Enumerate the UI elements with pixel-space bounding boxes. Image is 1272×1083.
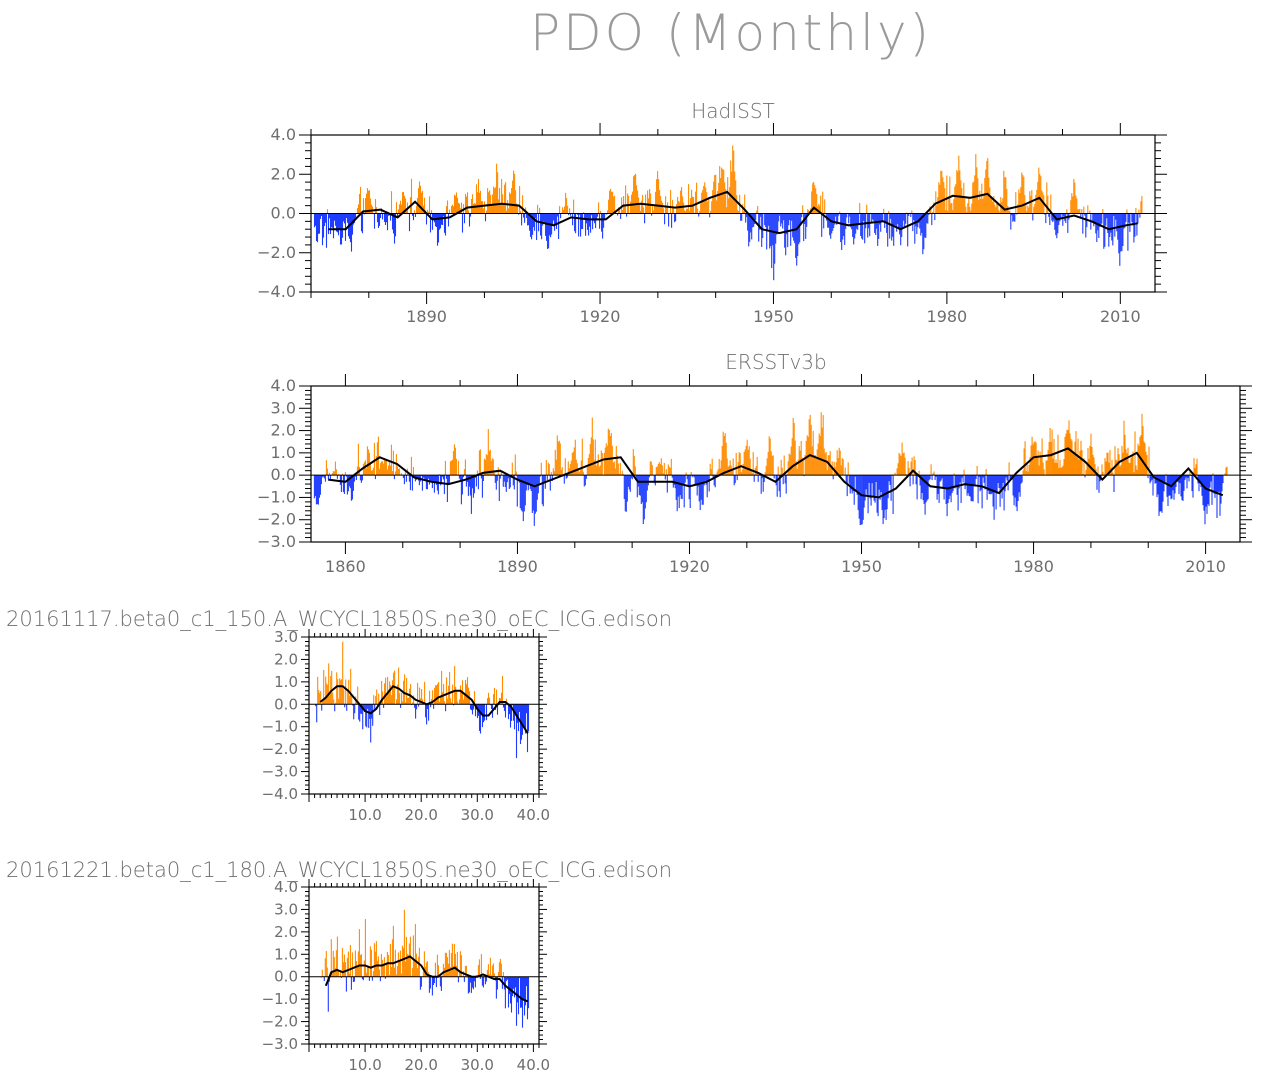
y-tick-label: −3.0 bbox=[257, 532, 296, 551]
y-tick-label: 3.0 bbox=[274, 900, 298, 918]
bars bbox=[313, 412, 1228, 526]
plot-frame bbox=[308, 636, 540, 795]
bars bbox=[320, 909, 530, 1028]
x-tick-label: 30.0 bbox=[461, 806, 494, 824]
bars bbox=[315, 641, 530, 759]
page-title: PDO (Monthly) bbox=[529, 4, 933, 62]
plot-frame bbox=[308, 886, 540, 1045]
y-tick-label: 1.0 bbox=[274, 673, 298, 691]
y-tick-label: 2.0 bbox=[271, 421, 296, 440]
y-tick-label: 3.0 bbox=[271, 398, 296, 417]
y-tick-label: −2.0 bbox=[257, 510, 296, 529]
x-tick-label: 1890 bbox=[497, 557, 538, 576]
y-tick-label: −3.0 bbox=[262, 1035, 298, 1053]
y-tick-label: −3.0 bbox=[262, 763, 298, 781]
y-tick-label: −1.0 bbox=[262, 718, 298, 736]
panel-title: 20161221.beta0_c1_180.A_WCYCL1850S.ne30_… bbox=[6, 858, 672, 882]
x-tick-label: 40.0 bbox=[517, 806, 550, 824]
plot-frame bbox=[310, 385, 1241, 543]
x-tick-label: 1860 bbox=[325, 557, 366, 576]
y-tick-label: 4.0 bbox=[271, 376, 296, 395]
panel-run1: 20161117.beta0_c1_150.A_WCYCL1850S.ne30_… bbox=[6, 607, 672, 824]
x-tick-label: 1920 bbox=[580, 307, 621, 326]
panel-run2: 20161221.beta0_c1_180.A_WCYCL1850S.ne30_… bbox=[6, 858, 672, 1074]
x-tick-label: 1980 bbox=[927, 307, 968, 326]
x-tick-label: 2010 bbox=[1185, 557, 1226, 576]
x-tick-label: 10.0 bbox=[348, 1056, 381, 1074]
smoothed-line bbox=[324, 955, 529, 1003]
y-tick-label: 3.0 bbox=[274, 628, 298, 646]
y-tick-label: 2.0 bbox=[271, 164, 296, 183]
x-tick-label: 1950 bbox=[841, 557, 882, 576]
y-tick-label: −2.0 bbox=[262, 740, 298, 758]
panel-hadisst: HadISST −4.0 −2.0 0.0 2.0 4.0 1890 1920 1950 1980… bbox=[257, 99, 1167, 326]
x-tick-label: 40.0 bbox=[517, 1056, 550, 1074]
y-tick-label: 2.0 bbox=[274, 650, 298, 668]
y-tick-label: 1.0 bbox=[274, 945, 298, 963]
y-tick-label: 0.0 bbox=[271, 465, 296, 484]
y-tick-label: 2.0 bbox=[274, 923, 298, 941]
y-tick-label: 0.0 bbox=[274, 968, 298, 986]
x-tick-label: 2010 bbox=[1100, 307, 1141, 326]
y-tick-label: −1.0 bbox=[262, 990, 298, 1008]
panel-title: 20161117.beta0_c1_150.A_WCYCL1850S.ne30_… bbox=[6, 607, 672, 631]
smoothed-line bbox=[328, 190, 1138, 235]
y-tick-label: 4.0 bbox=[271, 125, 296, 144]
y-tick-label: −4.0 bbox=[262, 785, 298, 803]
y-tick-label: 0.0 bbox=[271, 204, 296, 223]
x-tick-label: 1890 bbox=[406, 307, 447, 326]
y-tick-label: 4.0 bbox=[274, 878, 298, 896]
x-tick-label: 30.0 bbox=[461, 1056, 494, 1074]
panel-title: HadISST bbox=[691, 99, 775, 123]
panel-title: ERSSTv3b bbox=[725, 350, 826, 374]
x-tick-label: 1950 bbox=[753, 307, 794, 326]
x-tick-label: 1980 bbox=[1013, 557, 1054, 576]
y-tick-label: −2.0 bbox=[257, 243, 296, 262]
bars bbox=[313, 145, 1143, 281]
y-tick-label: 1.0 bbox=[271, 443, 296, 462]
y-tick-label: −1.0 bbox=[257, 487, 296, 506]
x-tick-label: 20.0 bbox=[404, 806, 437, 824]
x-tick-label: 20.0 bbox=[404, 1056, 437, 1074]
smoothed-line bbox=[319, 685, 529, 734]
panel-ersstv3b: ERSSTv3b −3.0 −2.0 −1.0 0.0 1.0 2.0 3.0 4.0 1860 1… bbox=[257, 350, 1252, 576]
y-tick-label: −4.0 bbox=[257, 282, 296, 301]
y-tick-label: 0.0 bbox=[274, 695, 298, 713]
x-tick-label: 1920 bbox=[669, 557, 710, 576]
x-tick-label: 10.0 bbox=[348, 806, 381, 824]
y-tick-label: −2.0 bbox=[262, 1013, 298, 1031]
